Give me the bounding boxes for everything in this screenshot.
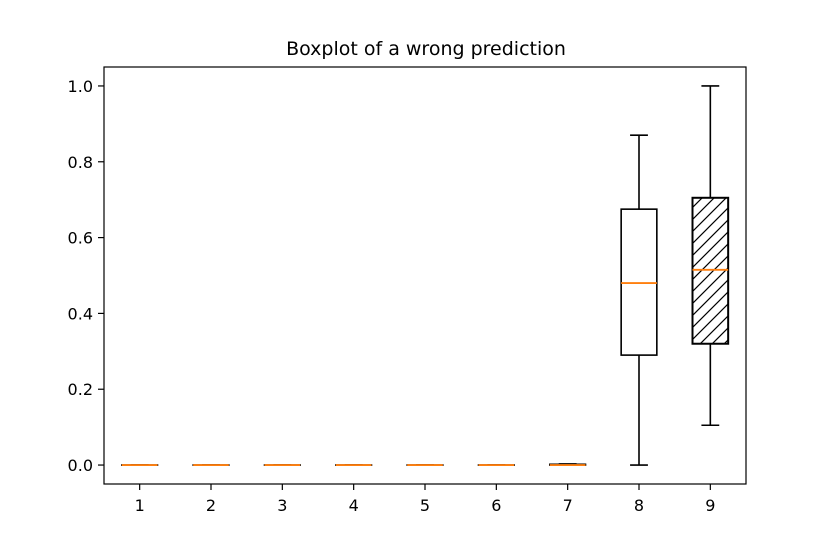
- plot-area: [121, 85, 730, 466]
- y-tick-label: 0.4: [68, 304, 93, 323]
- box-body: [620, 208, 658, 356]
- x-tick-label: 2: [206, 496, 216, 515]
- y-tick-label: 0.8: [68, 153, 93, 172]
- x-tick-label: 3: [277, 496, 287, 515]
- x-tick-label: 6: [491, 496, 501, 515]
- x-tick-label: 9: [705, 496, 715, 515]
- axes-frame: [103, 66, 747, 485]
- box-8: [620, 134, 658, 466]
- box-body: [691, 196, 730, 345]
- x-tick-label: 8: [634, 496, 644, 515]
- x-axis: 1 2 3 4 5 6 7 8 9: [135, 484, 715, 515]
- box-7: [549, 463, 587, 466]
- chart-title: Boxplot of a wrong prediction: [286, 38, 566, 60]
- x-tick-label: 4: [349, 496, 359, 515]
- x-tick-label: 7: [563, 496, 573, 515]
- y-tick-label: 0.0: [68, 456, 93, 475]
- y-tick-label: 0.6: [68, 229, 93, 248]
- box-9: [691, 85, 730, 427]
- y-tick-label: 0.2: [68, 380, 93, 399]
- x-tick-label: 1: [135, 496, 145, 515]
- y-tick-label: 1.0: [68, 77, 93, 96]
- y-axis: 0.0 0.2 0.4 0.6 0.8 1.0: [68, 77, 104, 475]
- x-tick-label: 5: [420, 496, 430, 515]
